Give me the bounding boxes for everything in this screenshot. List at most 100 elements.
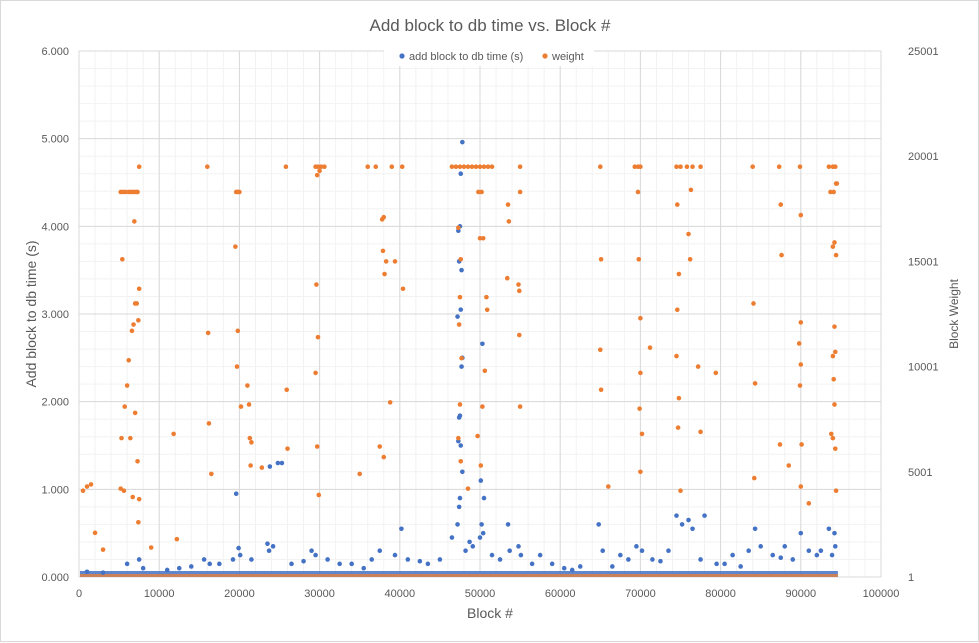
weight-point (120, 256, 125, 262)
weight-point (122, 404, 128, 409)
weight-point (832, 402, 837, 407)
time-point (618, 552, 623, 558)
baseline-point-band-weight (80, 574, 838, 577)
weight-point (482, 368, 488, 374)
time-point (140, 565, 146, 571)
time-point (458, 443, 464, 448)
weight-point (128, 435, 133, 441)
weight-point (400, 286, 406, 292)
x-tick-label: 100000 (863, 588, 900, 600)
weight-point (798, 212, 804, 218)
weight-point (832, 164, 838, 170)
y-tick-label: 0.000 (41, 572, 69, 584)
weight-point (314, 444, 320, 449)
weight-point (831, 189, 836, 195)
weight-point (246, 402, 252, 407)
time-point (702, 513, 707, 518)
time-point (463, 548, 468, 553)
weight-point (174, 536, 180, 542)
weight-point (674, 164, 679, 170)
weight-point (249, 440, 254, 445)
weight-point (505, 202, 511, 207)
weight-point (830, 353, 836, 359)
weight-point (458, 256, 464, 262)
weight-point (209, 471, 214, 477)
weight-point (834, 181, 840, 186)
time-point (596, 522, 601, 527)
time-point (460, 469, 465, 475)
weight-point (206, 421, 212, 426)
data-points (80, 139, 840, 577)
weight-point (831, 376, 836, 382)
weight-point (459, 355, 464, 361)
weight-point (832, 349, 838, 355)
weight-point (234, 364, 240, 369)
weight-point (678, 164, 683, 170)
time-point (437, 557, 443, 562)
time-point (399, 526, 404, 532)
y-tick-label: 6.000 (41, 46, 69, 58)
weight-point (315, 334, 321, 340)
weight-point (457, 164, 463, 170)
weight-point (248, 463, 253, 468)
time-point (577, 564, 583, 569)
weight-point (830, 435, 836, 441)
time-point (507, 548, 512, 553)
weight-point (92, 530, 98, 536)
time-point (470, 544, 476, 549)
weight-point (686, 231, 691, 237)
weight-point (477, 164, 483, 170)
weight-point (259, 465, 265, 470)
weight-point (461, 164, 467, 170)
time-point (361, 565, 367, 571)
weight-point (750, 164, 755, 170)
weight-point (136, 496, 142, 502)
weight-point (119, 435, 124, 441)
weight-point (798, 320, 804, 325)
weight-point (688, 187, 694, 193)
weight-point (638, 370, 643, 376)
weight-point (458, 458, 464, 464)
weight-point (517, 189, 523, 195)
weight-point (456, 435, 461, 441)
weight-point (485, 164, 491, 170)
weight-point (100, 547, 106, 552)
weight-point (136, 318, 141, 323)
time-point (832, 530, 837, 536)
time-point (124, 561, 130, 567)
time-point (164, 567, 170, 573)
time-point (392, 552, 398, 558)
time-point (188, 564, 194, 569)
weight-point (678, 488, 683, 494)
weight-point (481, 164, 487, 170)
x-tick-label: 40000 (385, 588, 416, 600)
weight-point (687, 256, 693, 262)
time-point (722, 561, 727, 567)
weight-point (123, 189, 128, 195)
time-point (459, 267, 464, 273)
time-point (456, 415, 462, 420)
time-point (698, 557, 703, 562)
weight-point (205, 330, 211, 336)
weight-point (449, 164, 455, 170)
time-point (686, 517, 691, 523)
weight-point (797, 164, 803, 170)
weight-point (638, 469, 643, 475)
weight-point (171, 431, 176, 437)
weight-point (84, 484, 90, 489)
time-point (207, 561, 213, 567)
weight-point (632, 164, 638, 170)
weight-point (136, 519, 141, 525)
weight-point (598, 387, 604, 393)
time-point (518, 552, 524, 558)
time-point (267, 464, 273, 469)
y-tick-label: 1.000 (41, 484, 69, 496)
time-point (832, 544, 838, 549)
weight-point (832, 324, 837, 329)
weight-point (674, 353, 679, 359)
weight-point (476, 189, 481, 195)
time-point (275, 460, 281, 466)
weight-point (136, 286, 142, 292)
y-tick-label: 3.000 (41, 309, 69, 321)
